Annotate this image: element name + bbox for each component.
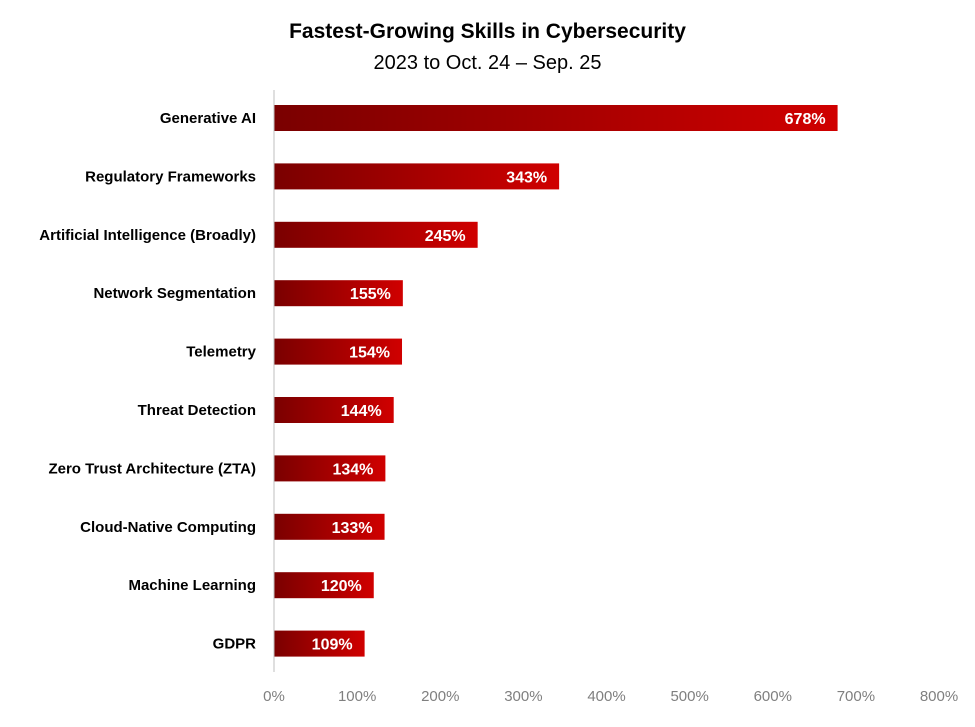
bar <box>274 163 560 190</box>
chart-subtitle: 2023 to Oct. 24 – Sep. 25 <box>373 52 602 74</box>
data-label: 155% <box>350 286 391 303</box>
data-label: 134% <box>332 461 373 478</box>
data-label: 144% <box>341 403 382 420</box>
x-tick-label: 800% <box>920 688 958 705</box>
bar <box>274 280 403 307</box>
bars-group: Generative AI 678% Regulatory Frameworks 34… <box>39 105 838 657</box>
bar <box>274 455 386 482</box>
category-label: Artificial Intelligence (Broadly) <box>39 227 256 244</box>
x-tick-label: 600% <box>754 688 792 705</box>
bar <box>274 630 365 657</box>
category-label: Threat Detection <box>138 402 256 419</box>
category-label: Telemetry <box>186 344 256 361</box>
x-tick-label: 100% <box>338 688 376 705</box>
x-tick-label: 200% <box>421 688 459 705</box>
x-tick-label: 700% <box>837 688 875 705</box>
bar <box>274 397 394 423</box>
data-label: 133% <box>332 520 373 537</box>
x-tick-label: 300% <box>504 688 542 705</box>
x-tick-label: 0% <box>263 688 285 705</box>
data-label: 109% <box>312 637 353 654</box>
x-axis: 0% 100% 200% 300% 400% 500% 600% 700% 800% <box>263 90 958 705</box>
chart-title: Fastest-Growing Skills in Cybersecurity <box>289 20 686 43</box>
category-label: GDPR <box>213 636 257 653</box>
data-label: 343% <box>506 169 547 186</box>
category-label: Machine Learning <box>128 577 256 594</box>
bar <box>274 338 403 365</box>
category-label: Regulatory Frameworks <box>85 168 256 185</box>
data-label: 245% <box>425 228 466 245</box>
x-tick-label: 500% <box>670 688 708 705</box>
bar <box>274 572 374 599</box>
category-label: Generative AI <box>160 110 256 127</box>
bar <box>274 513 385 540</box>
category-label: Cloud-Native Computing <box>80 519 256 536</box>
data-label: 154% <box>349 345 390 362</box>
category-label: Network Segmentation <box>93 285 256 302</box>
data-label: 120% <box>321 578 362 595</box>
data-label: 678% <box>785 111 826 128</box>
category-label: Zero Trust Architecture (ZTA) <box>48 460 256 477</box>
x-tick-label: 400% <box>587 688 625 705</box>
bar <box>274 105 838 131</box>
bar <box>274 221 478 248</box>
